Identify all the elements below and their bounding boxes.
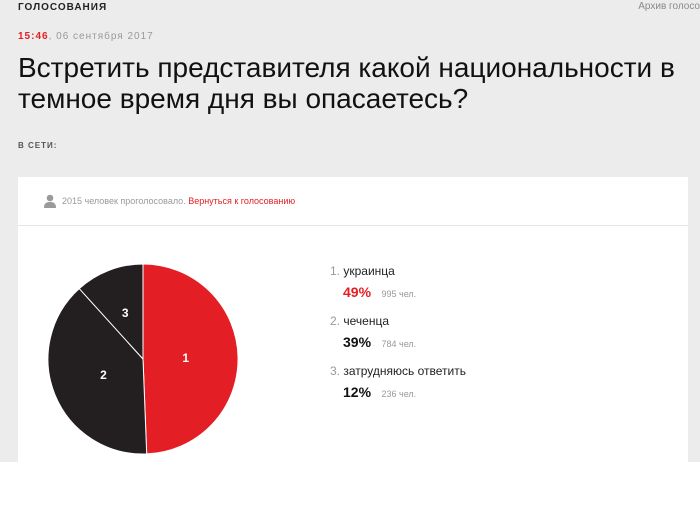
result-count: 236 чел. — [381, 389, 417, 399]
result-label: 1. украинца — [330, 264, 628, 278]
votes-total: 2015 человек проголосовало. — [62, 196, 186, 206]
result-count: 995 чел. — [381, 289, 417, 299]
poll-result-item: 3. затрудняюсь ответить 12% 236 чел. — [328, 364, 628, 402]
poll-results-list: 1. украинца 49% 995 чел. 2. чеченца 39% … — [328, 264, 628, 414]
pie-slice[interactable] — [78, 263, 144, 361]
user-icon — [44, 194, 56, 208]
pie-slice-label: 2 — [100, 368, 107, 382]
result-text: украинца — [343, 264, 395, 278]
result-label: 2. чеченца — [330, 314, 628, 328]
article-meta: 15:46, 06 сентября 2017 — [18, 31, 154, 42]
meta-separator: , — [48, 31, 53, 42]
pie-slice[interactable] — [142, 263, 239, 455]
poll-card-header: 2015 человек проголосовало. Вернуться к … — [18, 177, 688, 226]
result-stats: 39% 784 чел. — [343, 334, 628, 352]
result-number: 3. — [330, 364, 341, 378]
poll-result-item: 2. чеченца 39% 784 чел. — [328, 314, 628, 352]
pie-slice[interactable] — [47, 287, 148, 455]
result-number: 1. — [330, 264, 341, 278]
result-text: затрудняюсь ответить — [343, 364, 466, 378]
poll-result-item: 1. украинца 49% 995 чел. — [328, 264, 628, 302]
result-number: 2. — [330, 314, 341, 328]
poll-pie-chart: 1 2 3 — [47, 263, 239, 455]
section-title[interactable]: ГОЛОСОВАНИЯ — [18, 2, 108, 13]
result-percent: 49% — [343, 284, 372, 300]
publish-time: 15:46 — [18, 31, 49, 42]
archive-link[interactable]: Архив голосо — [638, 1, 700, 12]
pie-slice-label: 3 — [122, 306, 129, 320]
result-percent: 39% — [343, 334, 372, 350]
pie-slice-label: 1 — [182, 351, 189, 365]
poll-card: 2015 человек проголосовало. Вернуться к … — [18, 177, 688, 462]
result-label: 3. затрудняюсь ответить — [330, 364, 628, 378]
result-count: 784 чел. — [381, 339, 417, 349]
votes-line: 2015 человек проголосовало. Вернуться к … — [62, 196, 295, 206]
result-stats: 49% 995 чел. — [343, 284, 628, 302]
online-label: В СЕТИ: — [18, 141, 58, 150]
poll-question: Встретить представителя какой национальн… — [18, 52, 675, 114]
result-text: чеченца — [343, 314, 389, 328]
publish-date: 06 сентября 2017 — [56, 31, 154, 42]
back-to-voting-link[interactable]: Вернуться к голосованию — [188, 196, 296, 206]
result-percent: 12% — [343, 384, 372, 400]
result-stats: 12% 236 чел. — [343, 384, 628, 402]
